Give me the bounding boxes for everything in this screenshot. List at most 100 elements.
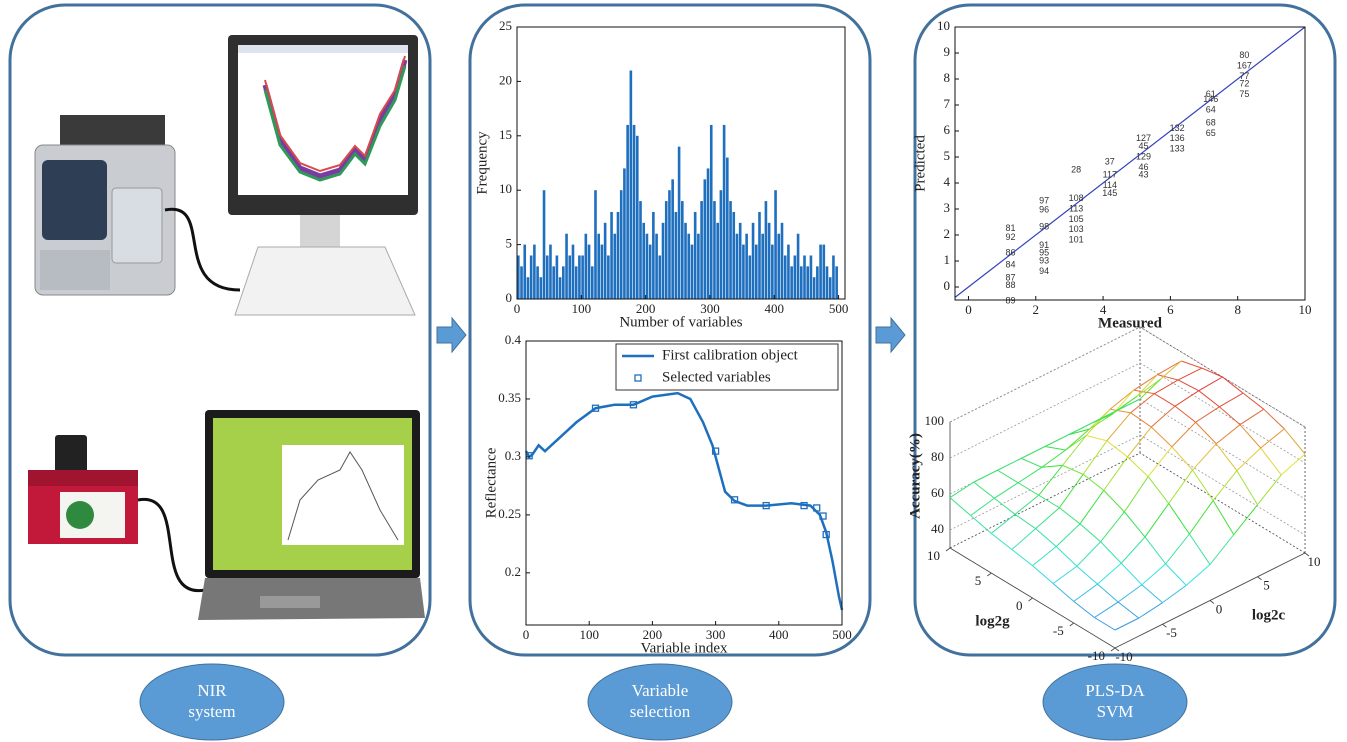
mesh-line: [1045, 435, 1069, 447]
bar: [556, 255, 559, 299]
mesh-line: [1012, 529, 1036, 550]
x-axis-label: log2c: [1252, 608, 1286, 624]
axis-box: [1140, 453, 1305, 553]
bar: [758, 212, 761, 299]
bar: [691, 245, 694, 299]
bar: [594, 190, 597, 299]
point-label: 129: [1136, 151, 1151, 161]
grid-line: [1140, 399, 1305, 499]
y-tick-label: 0: [1016, 598, 1023, 613]
mesh-line: [1158, 361, 1182, 375]
mesh-line: [1166, 534, 1190, 564]
z-tick-label: 60: [931, 485, 944, 500]
mesh-line: [1139, 603, 1163, 618]
x-tick-label: 500: [829, 301, 849, 316]
x-tick-label: 0: [523, 627, 530, 642]
point-label: 103: [1069, 224, 1084, 234]
mesh-line: [1196, 407, 1220, 422]
mesh-line: [1018, 467, 1042, 482]
bar: [826, 266, 829, 299]
mesh-line: [1284, 429, 1305, 454]
mesh-line: [1172, 447, 1193, 470]
figure: NIRsystemVariableselectionPLS-DASVM 0100…: [0, 0, 1347, 742]
bar: [835, 266, 838, 299]
y-tick-label: 5: [506, 236, 513, 251]
y-tick-label: -10: [1088, 648, 1105, 663]
x-axis-label: Number of variables: [619, 314, 742, 330]
mesh-line: [974, 470, 998, 482]
y-tick-label: 10: [927, 548, 940, 563]
mesh-line: [1193, 470, 1214, 501]
mesh-line: [1193, 444, 1217, 470]
point-label: 75: [1239, 89, 1249, 99]
laptop: [198, 410, 425, 620]
mesh-line: [1063, 436, 1087, 466]
bar: [726, 158, 729, 299]
x-tick-label: 10: [1299, 302, 1312, 317]
mesh-line: [1199, 377, 1223, 391]
bar: [633, 125, 636, 299]
point-label: 43: [1138, 170, 1148, 180]
y-tick-label: 0: [506, 290, 513, 305]
y-axis-label: Predicted: [912, 135, 928, 192]
mesh-line: [1077, 542, 1101, 566]
mesh-line: [1083, 441, 1107, 474]
x-tick: [1258, 577, 1262, 580]
mesh-line: [1161, 361, 1182, 379]
bar: [707, 168, 710, 299]
mesh-line: [1178, 368, 1202, 380]
mesh-line: [1169, 470, 1193, 503]
y-tick-label: 0.25: [498, 506, 521, 521]
y-tick-label: 15: [499, 127, 512, 142]
step-label: system: [188, 702, 235, 721]
legend-label: First calibration object: [662, 347, 799, 363]
x-tick-label: 500: [832, 627, 852, 642]
mesh-line: [1128, 427, 1152, 457]
mesh-line: [1059, 508, 1080, 524]
mesh-line: [1053, 566, 1077, 583]
mesh-line: [1264, 409, 1285, 429]
y-tick-label: -5: [1053, 623, 1064, 638]
bar: [777, 234, 780, 299]
bar: [797, 234, 800, 299]
mesh-line: [1074, 601, 1095, 617]
mesh-line: [1145, 537, 1166, 564]
mesh-line: [1056, 547, 1077, 567]
bar: [739, 223, 742, 299]
mesh-line: [1199, 391, 1220, 407]
bar: [620, 190, 623, 299]
mesh-line: [1148, 447, 1172, 477]
y-axis-label: Reflectance: [483, 447, 499, 518]
mesh-line: [1094, 618, 1115, 631]
bar: [800, 266, 803, 299]
bar: [540, 277, 543, 299]
bar: [626, 125, 629, 299]
mesh-line: [1151, 406, 1175, 427]
mesh-line: [1189, 501, 1213, 534]
mesh-line: [1074, 584, 1098, 601]
x-tick-label: 0: [514, 301, 521, 316]
mesh-line: [1261, 448, 1282, 475]
bar: [591, 266, 594, 299]
mesh-line: [1189, 534, 1210, 565]
bar: [829, 277, 832, 299]
mesh-line: [1107, 413, 1131, 441]
bar: [806, 266, 809, 299]
mesh-line: [1104, 490, 1125, 512]
point-label: 45: [1138, 141, 1148, 151]
mesh-line: [1021, 447, 1045, 459]
mesh-line: [1169, 504, 1190, 535]
mesh-line: [1036, 508, 1060, 529]
mesh-line: [1012, 550, 1033, 566]
mesh-line: [1137, 379, 1161, 396]
bar: [697, 234, 700, 299]
bar: [585, 234, 588, 299]
point-label: 28: [1071, 164, 1081, 174]
bar: [745, 234, 748, 299]
cable: [138, 499, 205, 590]
y-tick-label: 10: [499, 181, 512, 196]
bar: [771, 245, 774, 299]
mesh-line: [1094, 602, 1118, 617]
step-label: NIR: [197, 681, 227, 700]
bar: [729, 201, 732, 299]
